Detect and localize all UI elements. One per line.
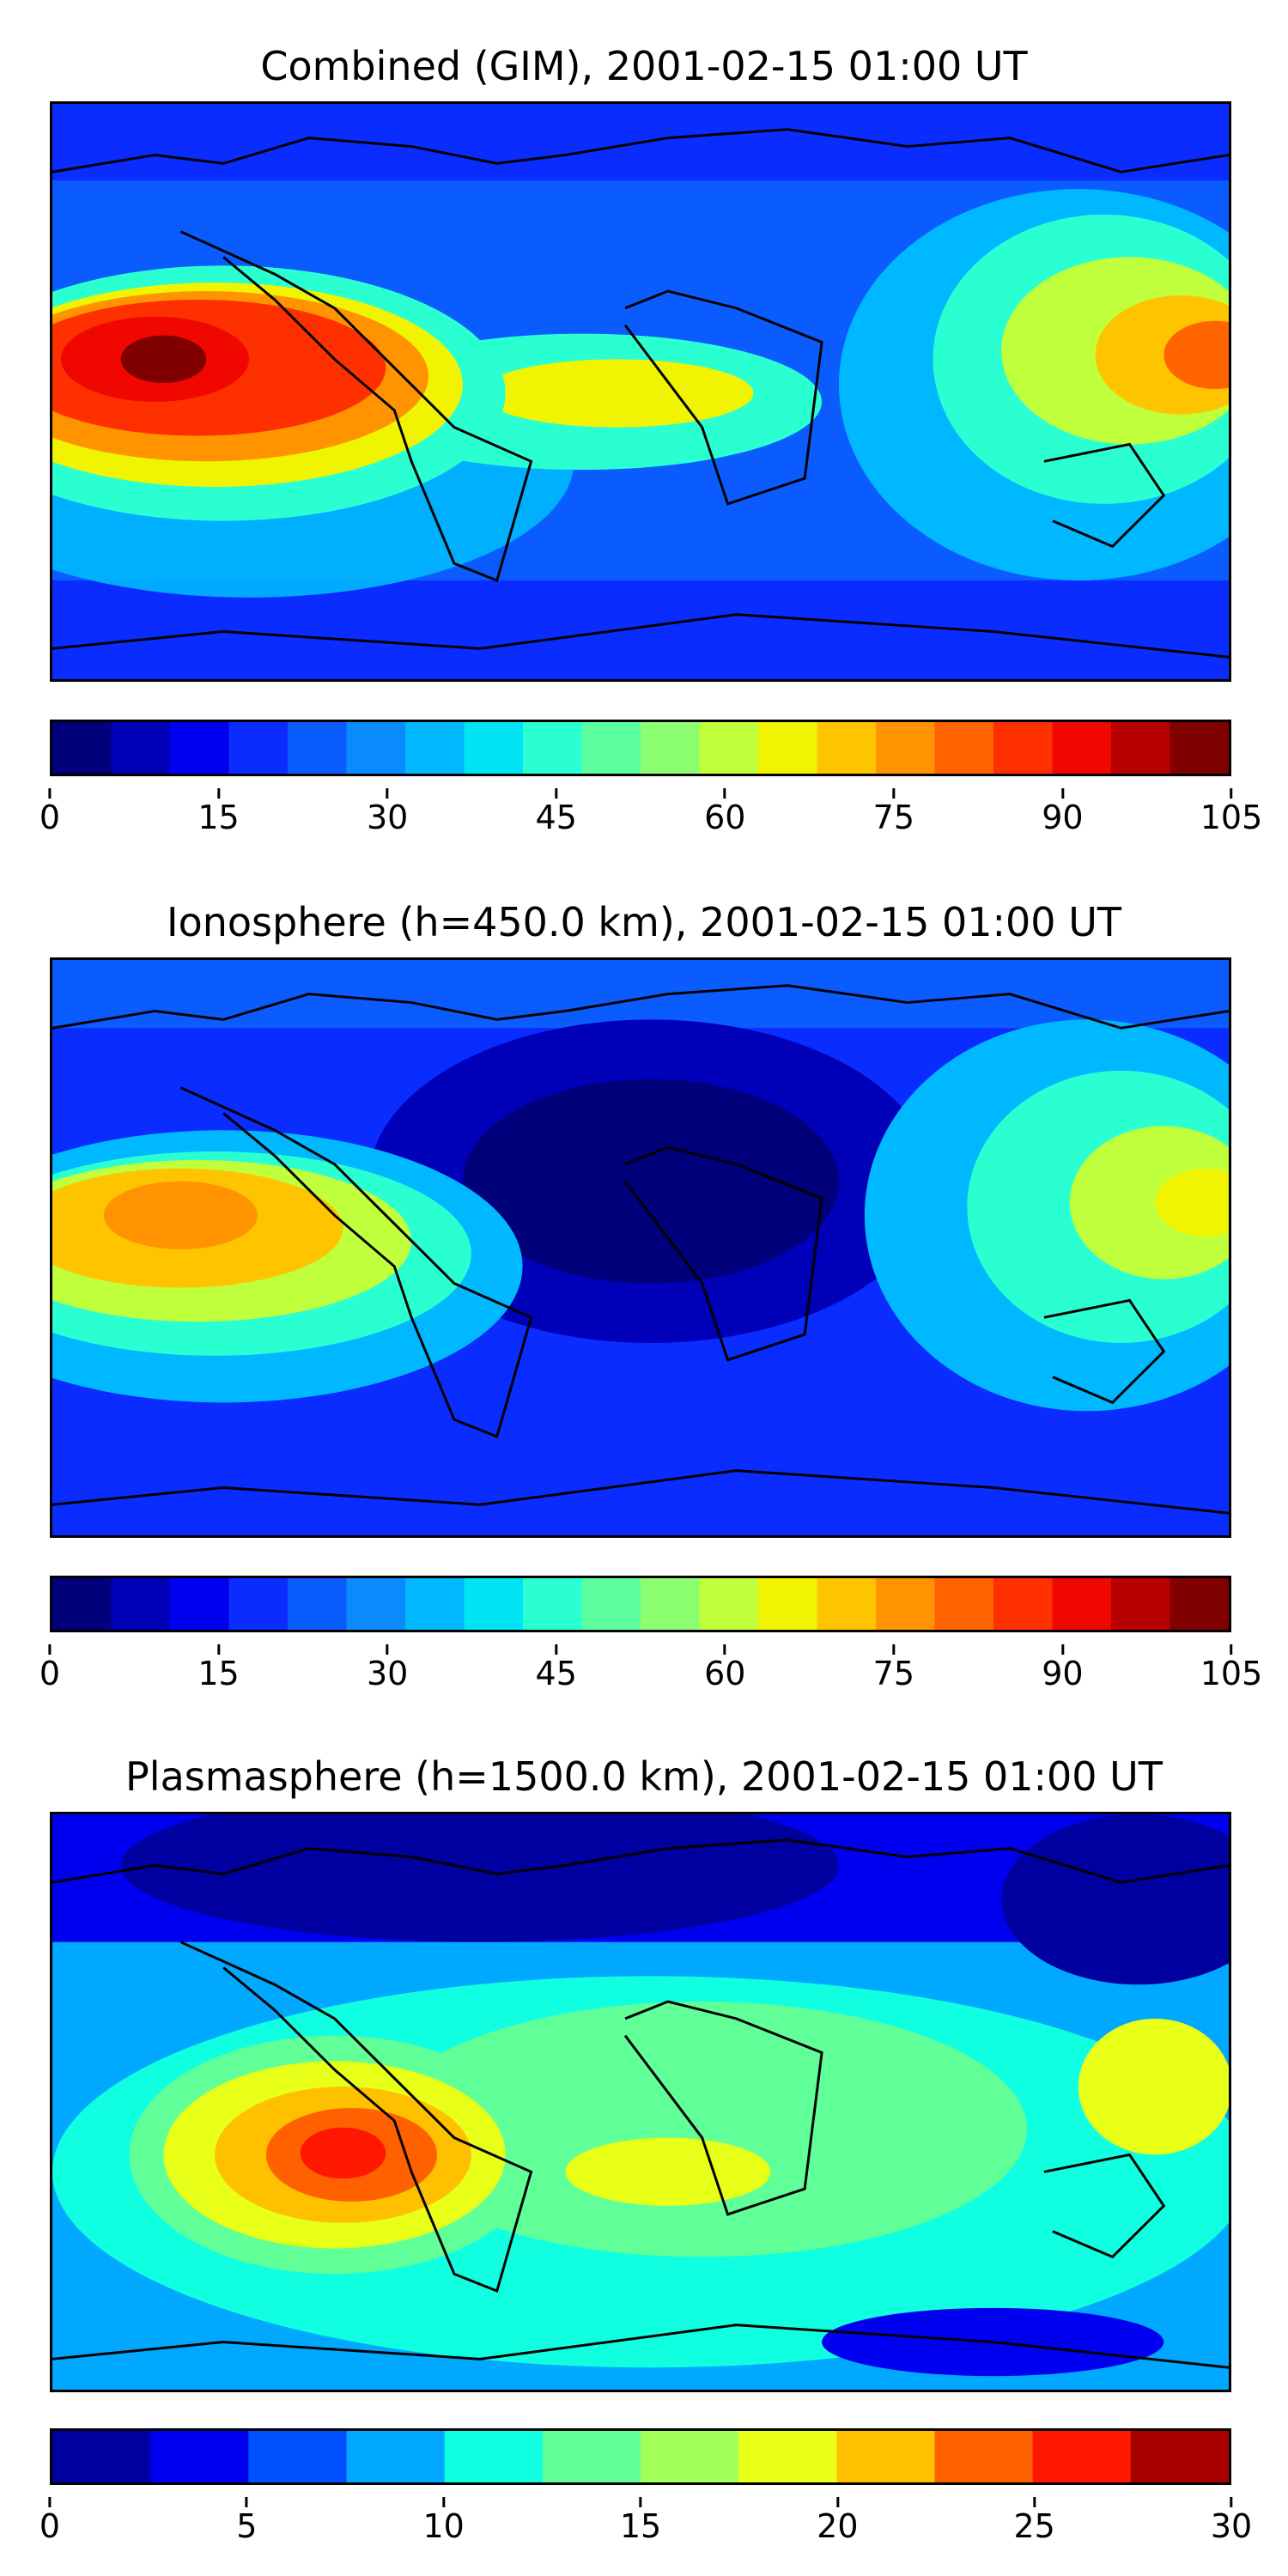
colorbar-segment [876, 722, 936, 774]
colorbar-segment [641, 2431, 741, 2482]
colorbar-segment [248, 2431, 349, 2482]
colorbar-segment [228, 1578, 289, 1630]
colorbar-tick-label: 25 [1013, 2507, 1055, 2545]
colorbar-tick-label: 15 [619, 2507, 662, 2545]
colorbar-tick-label: 60 [704, 799, 746, 836]
colorbar-segment [993, 722, 1054, 774]
colorbar-tick-label: 45 [535, 1655, 577, 1692]
colorbar-tick-label: 30 [366, 1655, 409, 1692]
colorbar-segment [52, 1578, 112, 1630]
colorbar-segment [405, 1578, 465, 1630]
colorbar-tick-label: 30 [1210, 2507, 1253, 2545]
colorbar-segment [1111, 722, 1171, 774]
colorbar-segment [405, 722, 465, 774]
colorbar-ionosphere [50, 1576, 1231, 1632]
colorbar-segment [288, 1578, 348, 1630]
colorbar-segment [111, 722, 172, 774]
colorbar-ticks-combined: 0 15 30 45 60 75 90 105 [39, 799, 1262, 850]
colorbar-segment [1052, 722, 1113, 774]
panel-title-plasmasphere: Plasmasphere (h=1500.0 km), 2001-02-15 0… [125, 1753, 1163, 1800]
colorbar-tick-label: 75 [872, 799, 915, 836]
colorbar-tick-label: 30 [366, 799, 409, 836]
colorbar-segment [52, 2431, 153, 2482]
colorbar-segment [581, 1578, 642, 1630]
colorbar-segment [1032, 2431, 1133, 2482]
colorbar-segment [170, 722, 230, 774]
panel-title-combined: Combined (GIM), 2001-02-15 01:00 UT [260, 43, 1028, 89]
colorbar-segment [699, 1578, 760, 1630]
colorbar-segment [758, 722, 818, 774]
colorbar-segment [1111, 1578, 1171, 1630]
colorbar-tick-label: 105 [1200, 1655, 1263, 1692]
colorbar-segment [1130, 2431, 1229, 2482]
colorbar-tick-label: 0 [39, 2507, 61, 2545]
colorbar-tick-label: 5 [236, 2507, 258, 2545]
colorbar-segment [817, 1578, 878, 1630]
colorbar-tick-label: 90 [1042, 799, 1084, 836]
colorbar-segment [542, 2431, 643, 2482]
colorbar-segment [464, 722, 525, 774]
colorbar-segment [934, 722, 995, 774]
colorbar-tick-label: 90 [1042, 1655, 1084, 1692]
colorbar-segment [228, 722, 289, 774]
map-plasmasphere-tec [50, 1812, 1231, 2392]
colorbar-tick-label: 75 [872, 1655, 915, 1692]
colorbar-segment [836, 2431, 937, 2482]
colorbar-segment [817, 722, 878, 774]
colorbar-segment [523, 1578, 583, 1630]
map-combined-tec [50, 101, 1231, 682]
colorbar-segment [346, 722, 407, 774]
colorbar-segment [150, 2431, 251, 2482]
colorbar-tick-label: 105 [1200, 799, 1263, 836]
colorbar-segment [876, 1578, 936, 1630]
colorbar-segment [581, 722, 642, 774]
colorbar-ticks-ionosphere: 0 15 30 45 60 75 90 105 [39, 1655, 1262, 1706]
colorbar-segment [52, 722, 112, 774]
colorbar-segment [444, 2431, 545, 2482]
colorbar-segment [346, 2431, 447, 2482]
colorbar-segment [464, 1578, 525, 1630]
colorbar-segment [993, 1578, 1054, 1630]
colorbar-tick-label: 45 [535, 799, 577, 836]
panel-title-ionosphere: Ionosphere (h=450.0 km), 2001-02-15 01:0… [167, 899, 1121, 945]
colorbar-segment [758, 1578, 818, 1630]
colorbar-tick-label: 15 [197, 799, 240, 836]
colorbar-segment [1170, 722, 1229, 774]
colorbar-segment [288, 722, 348, 774]
colorbar-segment [738, 2431, 839, 2482]
colorbar-plasmasphere [50, 2428, 1231, 2485]
colorbar-segment [1052, 1578, 1113, 1630]
colorbar-segment [641, 722, 701, 774]
colorbar-segment [934, 1578, 995, 1630]
colorbar-segment [934, 2431, 1035, 2482]
colorbar-segment [523, 722, 583, 774]
colorbar-tick-label: 60 [704, 1655, 746, 1692]
colorbar-segment [641, 1578, 701, 1630]
coastline [52, 984, 1229, 1515]
map-ionosphere-tec [50, 957, 1231, 1538]
coastline [52, 1838, 1229, 2369]
colorbar-segment [346, 1578, 407, 1630]
coastline [52, 128, 1229, 659]
colorbar-segment [170, 1578, 230, 1630]
colorbar-segment [111, 1578, 172, 1630]
colorbar-segment [699, 722, 760, 774]
colorbar-tick-label: 10 [422, 2507, 465, 2545]
colorbar-tick-label: 0 [39, 1655, 61, 1692]
colorbar-tick-label: 20 [817, 2507, 859, 2545]
colorbar-ticks-plasmasphere: 0 5 10 15 20 25 30 [39, 2507, 1252, 2559]
colorbar-combined [50, 720, 1231, 776]
colorbar-tick-label: 0 [39, 799, 61, 836]
colorbar-tick-label: 15 [197, 1655, 240, 1692]
colorbar-segment [1170, 1578, 1229, 1630]
